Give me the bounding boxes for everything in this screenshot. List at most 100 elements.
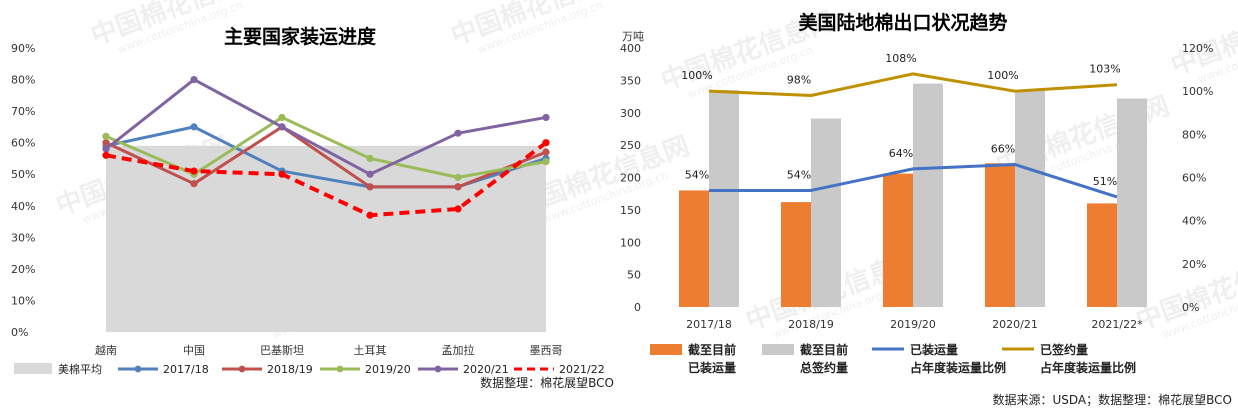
data-label: 54% [787, 168, 811, 181]
series-line [105, 115, 547, 179]
legend-label: 2021/22 [559, 363, 605, 376]
series-line [105, 78, 547, 176]
source-note: 数据整理：棉花展望BCO [480, 375, 614, 390]
bar-series-0 [679, 163, 1117, 307]
data-point [190, 167, 198, 175]
y2-tick-label: 40% [1182, 215, 1206, 228]
data-point [366, 183, 374, 191]
y-tick-label: 60% [11, 137, 35, 150]
series-2019-20 [102, 113, 550, 181]
legend-swatch [762, 344, 794, 355]
source-note: 数据来源：USDA；数据整理：棉花展望BCO [993, 392, 1233, 407]
bar [1117, 98, 1147, 307]
y2-tick-label: 60% [1182, 172, 1206, 185]
bar [679, 190, 709, 307]
chart-title: 美国陆地棉出口状况趋势 [798, 11, 1007, 34]
data-point [454, 205, 462, 213]
bar [1015, 90, 1045, 308]
bar [985, 163, 1015, 307]
x-tick-label: 中国 [183, 344, 205, 357]
x-tick-label: 2020/21 [992, 318, 1038, 331]
data-point [278, 123, 286, 131]
data-point [190, 123, 198, 131]
y-axis: 0% 10% 20% 30% 40% 50% 60% 70% 80% 90% [11, 42, 35, 339]
series-line [105, 125, 547, 189]
legend-label: 2017/18 [163, 363, 209, 376]
bars-group [679, 83, 1147, 308]
data-point [102, 151, 110, 159]
legend-label: 2019/20 [365, 363, 411, 376]
data-point [542, 113, 550, 122]
y2-tick-label: 100% [1182, 85, 1213, 98]
bar [709, 90, 739, 308]
x-tick-label: 越南 [95, 343, 117, 357]
legend-swatch [14, 363, 52, 374]
y-tick-label: 30% [11, 231, 35, 244]
y2-tick-label: 80% [1182, 128, 1206, 141]
legend-label: 总签约量 [800, 360, 848, 375]
y2-tick-label: 0% [1182, 301, 1199, 314]
data-point [454, 173, 462, 181]
y-tick-label: 90% [11, 42, 35, 55]
legend-marker [238, 365, 246, 373]
x-tick-label: 2021/22* [1091, 318, 1143, 331]
legend-marker [134, 365, 142, 373]
x-tick-label: 孟加拉 [442, 343, 475, 357]
legend: 美棉平均 2017/18 2018/19 2019/20 2020/21 2021/22 [14, 362, 605, 376]
data-point [190, 75, 198, 84]
legend-marker [336, 365, 344, 373]
x-tick-label: 2019/20 [890, 318, 936, 331]
data-point [366, 154, 374, 163]
data-point [454, 129, 462, 137]
y-tick-label: 80% [11, 74, 35, 87]
data-label: 108% [885, 52, 916, 65]
x-tick-label: 2017/18 [686, 318, 732, 331]
legend-label: 已装运量 [910, 342, 958, 357]
y-axis-right: 0% 20% 40% 60% 80% 100% 120% [1182, 42, 1213, 314]
y2-tick-label: 20% [1182, 258, 1206, 271]
chart-shipping-progress: 主要国家装运进度 0% 10% 20% 30% 40% 50% 60% 70% 80% 90% 越… [11, 25, 614, 390]
y-tick-label: 400 [620, 42, 641, 55]
x-axis: 越南 中国 巴基斯坦 土耳其 孟加拉 墨西哥 [95, 343, 563, 357]
series-2020-21 [102, 75, 550, 178]
data-label: 66% [991, 143, 1015, 156]
bar-series-1 [709, 83, 1147, 308]
data-label: 103% [1089, 63, 1120, 76]
y-tick-label: 200 [620, 172, 641, 185]
bar [811, 118, 841, 307]
series-2021-22 [102, 139, 550, 219]
data-label: 54% [685, 168, 709, 181]
data-point [102, 132, 110, 140]
legend-label: 占年度装运量比例 [910, 360, 1006, 375]
data-label: 98% [787, 73, 811, 86]
y-tick-label: 10% [11, 294, 35, 307]
y-tick-label: 100 [620, 236, 641, 249]
y-tick-label: 0 [634, 301, 641, 314]
y-tick-label: 300 [620, 107, 641, 120]
data-point [454, 183, 462, 191]
legend-label: 截至目前 [800, 342, 848, 357]
data-point [366, 211, 374, 219]
legend-label: 已签约量 [1040, 342, 1088, 357]
x-axis: 2017/18 2018/19 2019/20 2020/21 2021/22* [686, 318, 1143, 331]
legend-label: 美棉平均 [58, 362, 102, 376]
data-point [278, 170, 286, 178]
x-tick-label: 墨西哥 [530, 344, 563, 357]
y-tick-label: 150 [620, 204, 641, 217]
ratio-line-1: 100% 98% 108% 100% 103% [681, 52, 1121, 97]
y-tick-label: 70% [11, 105, 35, 118]
x-tick-label: 2018/19 [788, 318, 834, 331]
y-tick-label: 50% [11, 168, 35, 181]
y-axis-unit: 万吨 [622, 30, 644, 43]
lines-group: 54% 54% 64% 66% 51% 100% 98% 108% 100% 103% [681, 52, 1121, 199]
legend-label: 截至目前 [688, 342, 736, 357]
legend-marker [434, 365, 442, 373]
legend-swatch [650, 344, 682, 355]
bar [781, 202, 811, 307]
x-tick-label: 巴基斯坦 [260, 343, 304, 357]
data-label: 51% [1093, 175, 1117, 188]
y-tick-label: 20% [11, 263, 35, 276]
y-tick-label: 350 [620, 74, 641, 87]
series-2018-19 [102, 123, 550, 191]
data-point [542, 158, 550, 166]
